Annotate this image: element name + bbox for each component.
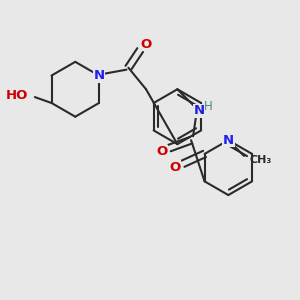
Text: HO: HO (6, 88, 28, 102)
Text: H: H (204, 100, 213, 113)
Text: N: N (223, 134, 234, 147)
Text: O: O (169, 161, 181, 174)
Text: CH₃: CH₃ (250, 155, 272, 165)
Text: O: O (156, 146, 167, 158)
Text: O: O (140, 38, 152, 51)
Text: N: N (93, 69, 105, 82)
Text: N: N (194, 104, 205, 117)
